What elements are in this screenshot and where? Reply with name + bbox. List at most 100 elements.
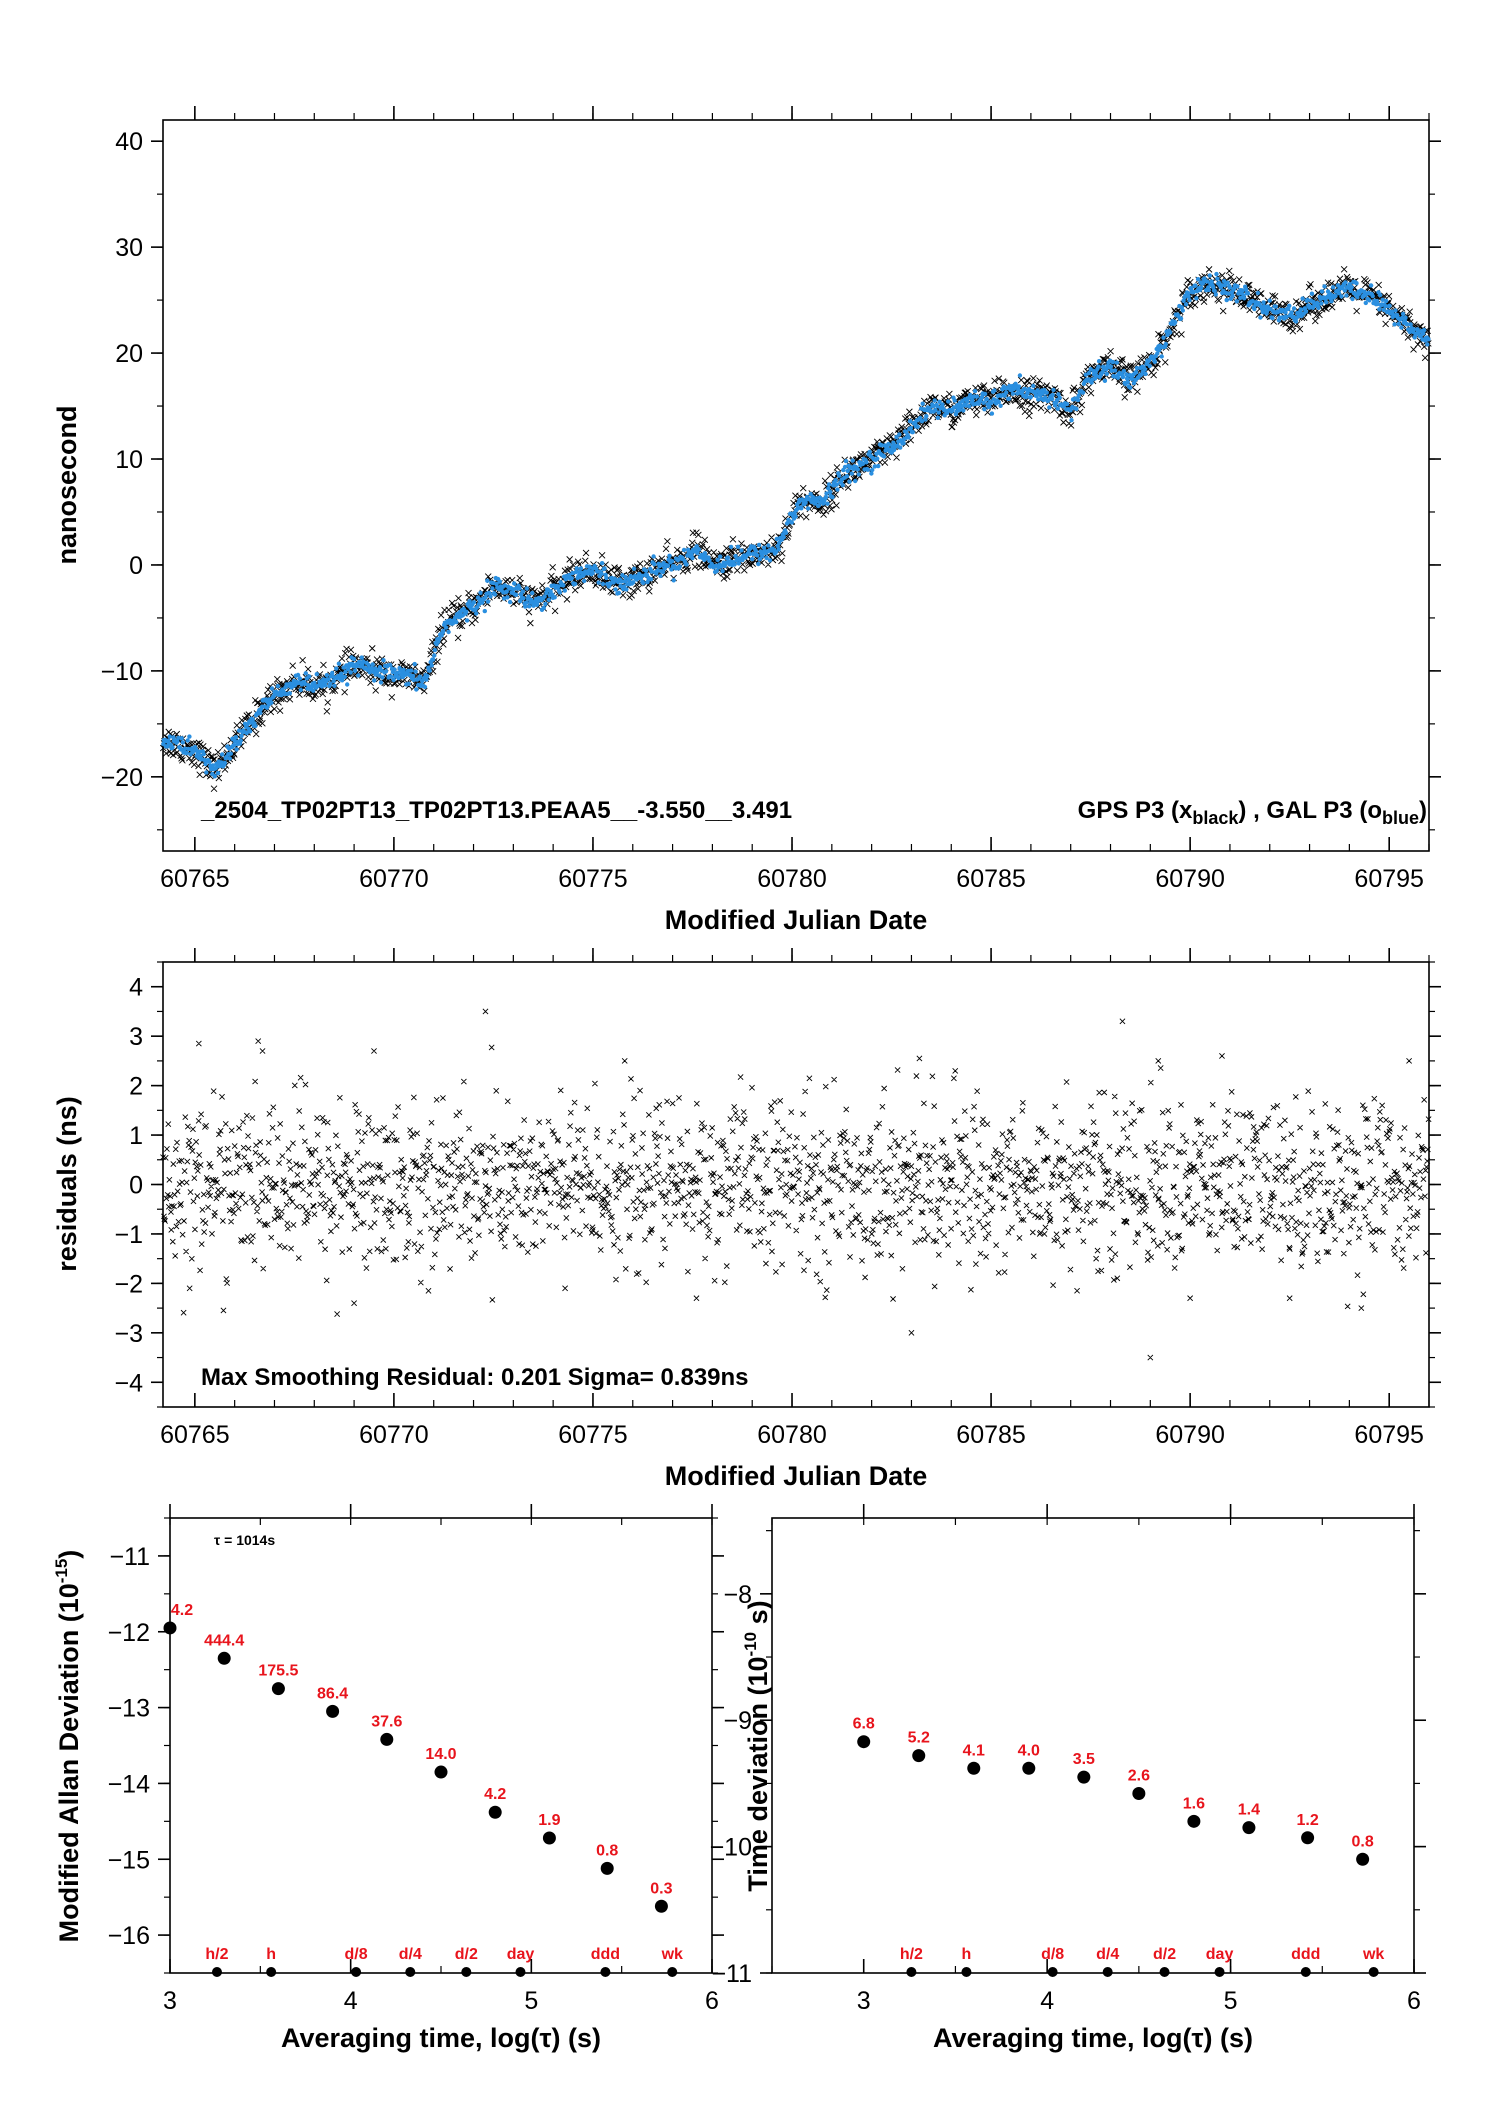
y-tick-label: −16 [108, 1922, 150, 1950]
gal-point [753, 548, 758, 553]
gal-point [1289, 310, 1294, 315]
gal-point [1186, 294, 1191, 299]
gal-point [345, 682, 350, 687]
gal-point [239, 733, 244, 739]
gal-point [542, 594, 547, 599]
gal-point [1125, 379, 1130, 385]
gal-point [446, 629, 451, 635]
gal-point [1086, 370, 1092, 376]
x-tick-label: 60785 [956, 865, 1026, 893]
gal-point [826, 486, 831, 491]
gal-point [602, 566, 607, 571]
gal-point [618, 583, 623, 589]
y-title-end: ) [54, 1550, 84, 1559]
gal-point [757, 557, 762, 562]
gal-point [406, 681, 411, 686]
gal-point [1064, 401, 1070, 407]
gal-point [894, 434, 899, 440]
gal-point [648, 577, 654, 582]
gal-point [622, 579, 628, 584]
gal-point [1250, 299, 1256, 304]
gal-point [756, 542, 762, 548]
gal-point [562, 588, 567, 593]
gal-point [1368, 283, 1374, 288]
series-legend-annotation: GPS P3 (xblack) , GAL P3 (oblue) [1078, 797, 1427, 828]
gal-point [690, 555, 695, 561]
gal-point [898, 445, 903, 450]
gal-point [417, 674, 423, 679]
panel-modified-allan-deviation: 4.2 444.4 175.5 86.4 37.6 14.0 4.2 1.9 0.8 0.3 h/2… [52, 1504, 724, 2053]
gal-point [411, 677, 416, 683]
gal-point [1283, 310, 1288, 315]
legend-sub-blue: blue [1382, 808, 1419, 828]
gal-point [1261, 300, 1266, 305]
deviation-point [326, 1704, 340, 1718]
gal-point [334, 666, 339, 671]
gal-point [228, 751, 233, 756]
gal-point [526, 594, 531, 599]
gal-point [842, 464, 848, 470]
gal-point [1006, 396, 1012, 401]
gal-point [275, 683, 281, 689]
gal-point [970, 398, 975, 403]
gal-point [621, 584, 627, 589]
gal-point [773, 549, 779, 555]
gal-point [166, 738, 171, 743]
gal-point [303, 671, 308, 676]
gal-point [767, 558, 773, 563]
legend-sub-black: black [1192, 808, 1239, 828]
x-axis-title: Averaging time, log(τ) (s) [281, 2023, 601, 2053]
gal-point [1069, 418, 1074, 423]
gal-point [781, 535, 786, 540]
gal-point [1194, 296, 1199, 301]
gal-point [751, 551, 756, 557]
gal-point [1129, 376, 1135, 381]
gal-point [836, 473, 842, 478]
axis-ticks: 60765 60770 60775 60780 60785 60790 60795 −20 −1… [101, 106, 1441, 893]
deviation-point [1132, 1787, 1146, 1801]
gal-point [639, 573, 644, 578]
gal-point [1380, 297, 1385, 302]
gal-point [940, 402, 945, 407]
deviation-point [488, 1805, 502, 1819]
x-tick-label: 60770 [359, 865, 429, 893]
gal-point [747, 551, 753, 557]
gal-point [735, 544, 741, 549]
gal-point [220, 752, 225, 757]
gal-point [326, 677, 331, 682]
gal-point [1191, 289, 1196, 295]
gal-point [849, 471, 854, 476]
y-tick-label: −9 [723, 1707, 752, 1735]
gal-point [1316, 305, 1321, 310]
gal-point [1400, 315, 1405, 321]
gal-point [1046, 398, 1051, 403]
gal-point [167, 734, 172, 739]
gal-point [586, 568, 591, 574]
gal-point [1291, 306, 1297, 311]
gal-point [766, 543, 771, 548]
gal-point [891, 447, 897, 453]
gal-point [876, 463, 881, 469]
gal-point [383, 669, 389, 674]
gal-point [1348, 288, 1354, 293]
gal-point [427, 668, 432, 673]
gal-point [979, 394, 985, 400]
y-tick-label: −11 [711, 1960, 752, 1988]
gal-point [182, 746, 188, 751]
gal-point [1235, 284, 1240, 289]
gal-point [830, 495, 835, 500]
gal-point [324, 673, 329, 678]
gal-point [1227, 285, 1233, 290]
gal-point [557, 590, 562, 595]
gal-point [1349, 285, 1354, 290]
gal-point [681, 547, 687, 553]
gal-point [1330, 285, 1336, 290]
gal-point [1152, 359, 1158, 364]
gal-point [210, 763, 215, 768]
x-tick-label: 60770 [359, 1421, 429, 1449]
interval-marker [906, 1967, 917, 1977]
x-tick-label: 5 [1224, 1987, 1238, 2015]
y-axis-title: Time deviation (10-10 s) [741, 1600, 773, 1891]
gal-point [236, 728, 242, 733]
gal-point [491, 580, 496, 586]
